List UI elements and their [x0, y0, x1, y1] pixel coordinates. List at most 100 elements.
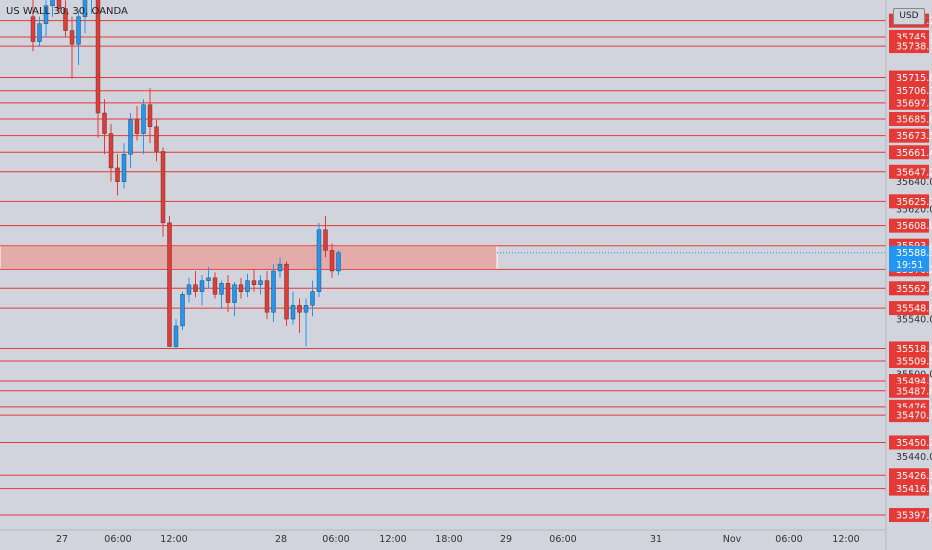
price-tick-label: 35620.0 [896, 205, 932, 216]
candle [290, 291, 296, 325]
candle [69, 16, 75, 79]
time-tick-label: 12:00 [832, 534, 859, 545]
level-price-badge: 35661.4 [889, 145, 932, 160]
svg-text:35673.5: 35673.5 [896, 131, 932, 142]
candle [121, 143, 127, 189]
candle [310, 280, 315, 317]
candle [102, 99, 107, 155]
candle [30, 0, 36, 52]
candle [128, 112, 133, 168]
level-price-badge: 35647.2 [889, 164, 932, 179]
candle [258, 275, 263, 295]
candle [277, 257, 283, 278]
current-price-label: 35588.3 [896, 248, 932, 259]
price-tick-label: 35640.0 [896, 177, 932, 188]
time-tick-label: 28 [275, 534, 287, 545]
svg-text:35450.2: 35450.2 [896, 438, 932, 449]
candle [63, 0, 68, 38]
time-tick-label: 06:00 [322, 534, 349, 545]
candle [329, 243, 335, 278]
candle [186, 277, 192, 303]
candle [167, 216, 172, 347]
price-axis[interactable]: 35640.035620.035540.035500.035440.035757… [889, 13, 932, 522]
svg-text:35625.7: 35625.7 [896, 197, 932, 208]
svg-text:35608.0: 35608.0 [896, 221, 932, 232]
svg-text:35397.4: 35397.4 [896, 511, 932, 522]
candle [199, 275, 205, 306]
candle [251, 269, 257, 292]
level-price-badge: 35738.7 [889, 39, 932, 54]
candle [264, 270, 270, 320]
svg-text:35661.4: 35661.4 [896, 148, 932, 159]
svg-text:35494.9: 35494.9 [896, 377, 932, 388]
candle [238, 277, 244, 299]
level-price-badge: 35625.7 [889, 194, 932, 209]
candle [147, 88, 153, 144]
level-price-badge: 35416.6 [889, 481, 932, 496]
candle [232, 281, 237, 317]
candle [91, 0, 92, 15]
candle [316, 222, 322, 298]
svg-text:35470.1: 35470.1 [896, 411, 932, 422]
candle [212, 272, 218, 299]
candle [193, 270, 198, 298]
candle [271, 264, 276, 322]
candle [336, 250, 341, 276]
svg-text:35426.3: 35426.3 [896, 471, 932, 482]
candle [297, 298, 302, 333]
level-price-badge: 35397.4 [889, 508, 932, 522]
svg-text:35738.7: 35738.7 [896, 42, 932, 53]
candle [284, 261, 289, 326]
level-price-badge: 35487.8 [889, 383, 932, 398]
svg-text:35745.3: 35745.3 [896, 33, 932, 44]
candle [43, 0, 49, 38]
candle [108, 123, 114, 182]
currency-button[interactable]: USD [893, 8, 925, 25]
candle [173, 319, 179, 350]
level-price-badge: 35697.4 [889, 95, 932, 110]
level-price-badge: 35518.6 [889, 341, 932, 356]
svg-text:35509.5: 35509.5 [896, 356, 932, 367]
price-tick-label: 35540.0 [896, 315, 932, 326]
level-price-badge: 35450.2 [889, 435, 932, 450]
svg-text:35548.0: 35548.0 [896, 304, 932, 315]
candle [141, 99, 146, 155]
candle [225, 275, 231, 313]
countdown-label: 19:51 [896, 260, 923, 271]
svg-text:35476.1: 35476.1 [896, 402, 932, 413]
candle [206, 266, 211, 289]
candle [50, 0, 55, 17]
level-price-badge: 35562.4 [889, 281, 932, 296]
symbol-label: US WALL 30, 30, OANDA [6, 6, 128, 17]
candle [76, 9, 81, 65]
svg-text:35697.4: 35697.4 [896, 98, 932, 109]
svg-text:35715.8: 35715.8 [896, 73, 932, 84]
level-price-badge: 35509.5 [889, 353, 932, 368]
zone-rect [0, 245, 498, 270]
level-price-badge: 35426.3 [889, 468, 932, 483]
svg-text:35647.2: 35647.2 [896, 167, 932, 178]
level-price-badge: 35608.0 [889, 218, 932, 233]
time-tick-label: 31 [650, 534, 662, 545]
time-tick-label: 06:00 [775, 534, 802, 545]
level-price-badge: 35706.2 [889, 83, 932, 98]
time-axis[interactable]: 27 06:00 12:00 28 06:00 12:00 18:00 29 06:00 31 No… [56, 534, 860, 545]
svg-text:35487.8: 35487.8 [896, 386, 932, 397]
candle [180, 291, 185, 331]
candle [245, 273, 250, 298]
level-price-badge: 35470.1 [889, 408, 932, 423]
level-price-badge: 35715.8 [889, 70, 932, 85]
time-tick-label: 06:00 [549, 534, 576, 545]
candle [37, 16, 42, 48]
time-tick-label: 18:00 [435, 534, 462, 545]
current-price-badge: 35588.319:51 [889, 245, 932, 272]
candle [115, 154, 120, 196]
time-tick-label: Nov [723, 534, 742, 545]
candle [95, 0, 101, 138]
time-tick-label: 06:00 [104, 534, 131, 545]
candle [219, 280, 224, 309]
price-tick-label: 35440.0 [896, 452, 932, 463]
candlestick-series [30, 0, 341, 350]
